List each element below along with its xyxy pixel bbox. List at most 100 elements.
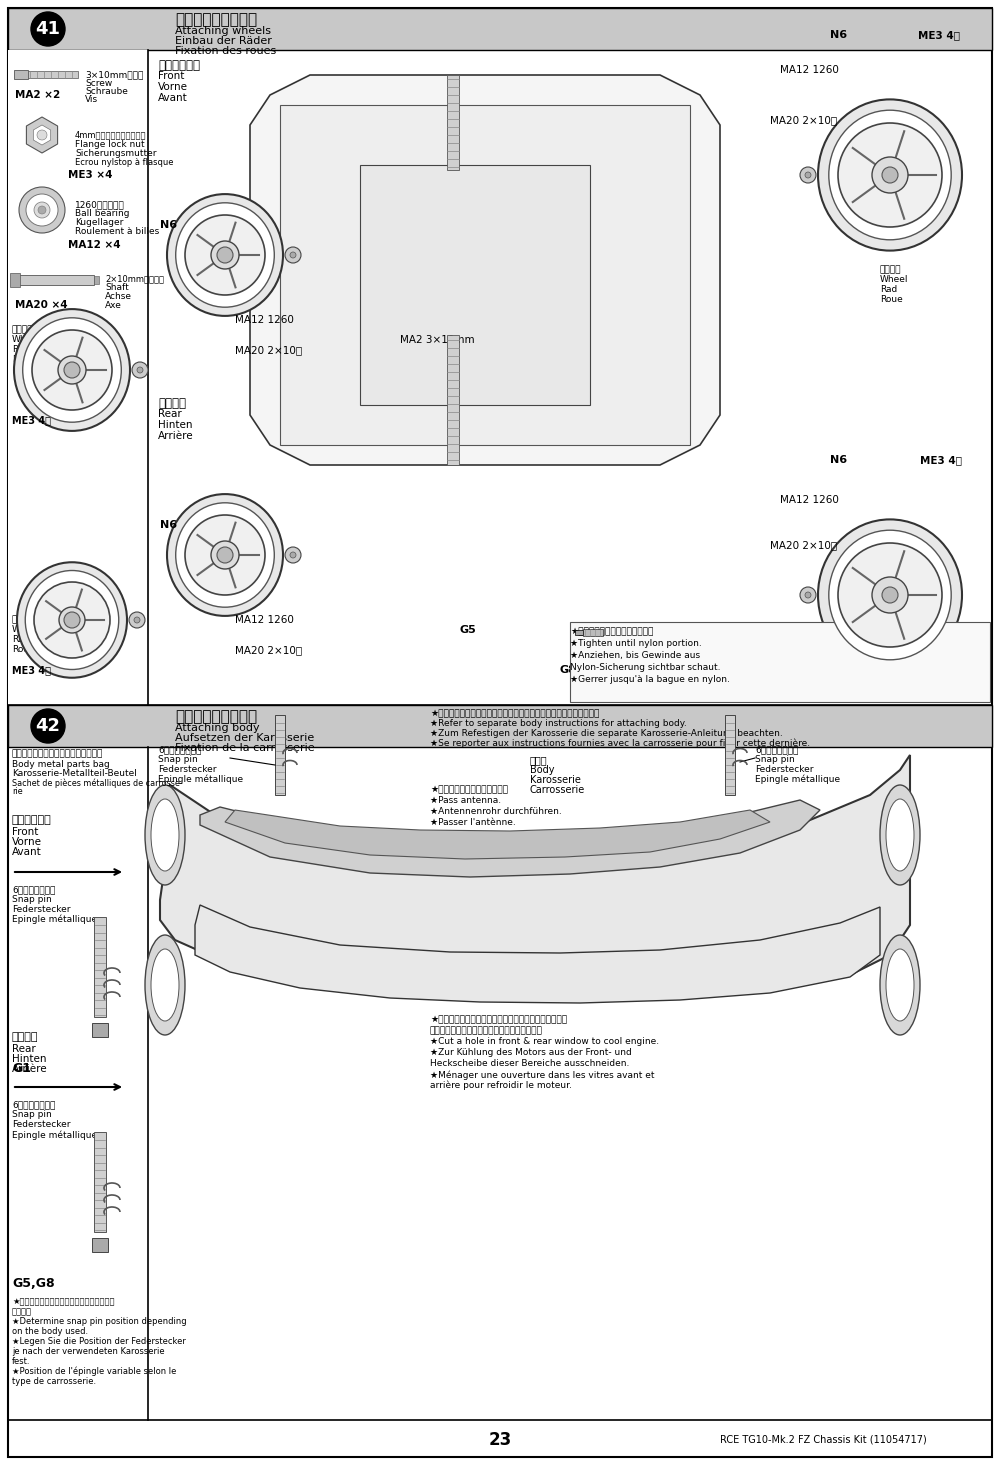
Text: Vorne: Vorne	[12, 837, 42, 847]
Text: ★Ménager une ouverture dans les vitres avant et: ★Ménager une ouverture dans les vitres a…	[430, 1069, 654, 1080]
Text: Wheel: Wheel	[12, 626, 40, 634]
Circle shape	[64, 362, 80, 378]
Text: Hinten: Hinten	[158, 420, 192, 431]
Circle shape	[800, 587, 816, 604]
Bar	[575, 630, 583, 634]
Circle shape	[290, 552, 296, 558]
Circle shape	[211, 242, 239, 270]
Bar	[725, 715, 735, 795]
Bar	[94, 917, 106, 1017]
Text: Attaching body: Attaching body	[175, 724, 260, 732]
Text: Roue: Roue	[880, 694, 903, 705]
Text: Roulement à billes: Roulement à billes	[75, 227, 159, 236]
Text: G5: G5	[460, 626, 477, 634]
Text: Axe: Axe	[105, 300, 122, 311]
Circle shape	[805, 592, 811, 598]
Text: ホイール: ホイール	[880, 265, 902, 274]
Text: Rad: Rad	[12, 634, 29, 645]
Ellipse shape	[880, 785, 920, 885]
Text: Epingle métallique: Epingle métallique	[12, 1130, 97, 1140]
Circle shape	[285, 546, 301, 563]
Circle shape	[59, 607, 85, 633]
Ellipse shape	[818, 520, 962, 671]
Ellipse shape	[23, 318, 121, 422]
Text: rie: rie	[12, 787, 23, 795]
Bar	[14, 275, 94, 286]
Text: Rad: Rad	[12, 344, 29, 355]
Text: Nylon-Sicherung sichtbar schaut.: Nylon-Sicherung sichtbar schaut.	[570, 664, 720, 672]
Ellipse shape	[14, 309, 130, 431]
Ellipse shape	[838, 123, 942, 227]
Text: 42: 42	[36, 716, 60, 735]
Text: Ball bearing: Ball bearing	[75, 209, 130, 218]
Circle shape	[132, 362, 148, 378]
Text: ウィンドウ部分にあけることをおすすめます。: ウィンドウ部分にあけることをおすすめます。	[430, 1026, 543, 1034]
Text: MA20 2×10㎜: MA20 2×10㎜	[235, 344, 302, 355]
Bar	[360, 166, 590, 404]
Text: MA2 ×2: MA2 ×2	[15, 89, 60, 100]
Ellipse shape	[151, 798, 179, 872]
Circle shape	[31, 12, 65, 45]
Text: N6: N6	[160, 520, 177, 530]
Text: Attaching wheels: Attaching wheels	[175, 26, 271, 37]
Text: 6㎜スナップピン: 6㎜スナップピン	[12, 1100, 55, 1109]
Text: Karosserie-Metallteil-Beutel: Karosserie-Metallteil-Beutel	[12, 769, 137, 778]
Text: ★ナイロン部まで締め込みます。: ★ナイロン部まで締め込みます。	[570, 627, 653, 636]
Text: arrière pour refroidir le moteur.: arrière pour refroidir le moteur.	[430, 1081, 572, 1090]
Text: Federstecker: Federstecker	[12, 905, 70, 914]
Circle shape	[805, 171, 811, 179]
Text: MA12 1260: MA12 1260	[780, 64, 839, 75]
Ellipse shape	[17, 563, 127, 678]
Text: ME3 4㎜: ME3 4㎜	[920, 456, 962, 464]
Text: MA20 ×4: MA20 ×4	[15, 300, 68, 311]
Text: Heckscheibe dieser Bereiche ausschneiden.: Heckscheibe dieser Bereiche ausschneiden…	[430, 1059, 629, 1068]
Polygon shape	[160, 754, 910, 1001]
Text: Wheel: Wheel	[880, 275, 908, 284]
Ellipse shape	[145, 785, 185, 885]
Text: Snap pin: Snap pin	[12, 895, 52, 904]
Text: Avant: Avant	[158, 92, 188, 103]
Text: Achse: Achse	[105, 292, 132, 300]
Text: ME3 4㎜: ME3 4㎜	[12, 415, 51, 425]
Text: Roue: Roue	[880, 294, 903, 305]
Ellipse shape	[167, 193, 283, 316]
Text: Rear: Rear	[12, 1045, 36, 1053]
Ellipse shape	[167, 494, 283, 615]
Text: Body: Body	[530, 765, 554, 775]
Text: Snap pin: Snap pin	[755, 754, 795, 765]
Text: Karosserie: Karosserie	[530, 775, 581, 785]
Ellipse shape	[886, 949, 914, 1021]
Circle shape	[64, 612, 80, 628]
Ellipse shape	[34, 582, 110, 658]
Text: Snap pin: Snap pin	[158, 754, 198, 765]
Text: ★Refer to separate body instructions for attaching body.: ★Refer to separate body instructions for…	[430, 719, 687, 728]
Bar	[10, 272, 20, 287]
Ellipse shape	[880, 935, 920, 1034]
Ellipse shape	[176, 502, 274, 607]
Circle shape	[217, 546, 233, 563]
Text: MA20 2×10㎜: MA20 2×10㎜	[235, 645, 302, 655]
Text: 《フロント》: 《フロント》	[158, 59, 200, 72]
Text: Vorne: Vorne	[158, 82, 188, 92]
Text: Epingle métallique: Epingle métallique	[755, 775, 840, 784]
Bar	[8, 7, 992, 50]
Text: 23: 23	[488, 1431, 512, 1449]
Text: Fixation des roues: Fixation des roues	[175, 45, 276, 56]
Bar	[14, 70, 28, 79]
Ellipse shape	[145, 935, 185, 1034]
Ellipse shape	[829, 110, 951, 240]
Text: Aufsetzen der Karosserie: Aufsetzen der Karosserie	[175, 732, 314, 743]
Ellipse shape	[25, 570, 119, 670]
Text: MA12 1260: MA12 1260	[235, 315, 294, 325]
Text: ★Legen Sie die Position der Federstecker: ★Legen Sie die Position der Federstecker	[12, 1338, 186, 1346]
Text: Sicherungsmutter: Sicherungsmutter	[75, 149, 156, 158]
Text: ホイールの取り付け: ホイールの取り付け	[175, 12, 257, 26]
Text: ★Cut a hole in front & rear window to cool engine.: ★Cut a hole in front & rear window to co…	[430, 1037, 659, 1046]
Text: ★Determine snap pin position depending: ★Determine snap pin position depending	[12, 1317, 187, 1326]
Text: ★スナップピンの位置はボディによって異な: ★スナップピンの位置はボディによって異な	[12, 1297, 114, 1305]
Text: ★アンテナパイプを通します。: ★アンテナパイプを通します。	[430, 785, 508, 794]
Text: Epingle métallique: Epingle métallique	[12, 916, 97, 924]
Bar	[447, 335, 459, 464]
Text: Avant: Avant	[12, 847, 42, 857]
Text: Einbau der Räder: Einbau der Räder	[175, 37, 272, 45]
